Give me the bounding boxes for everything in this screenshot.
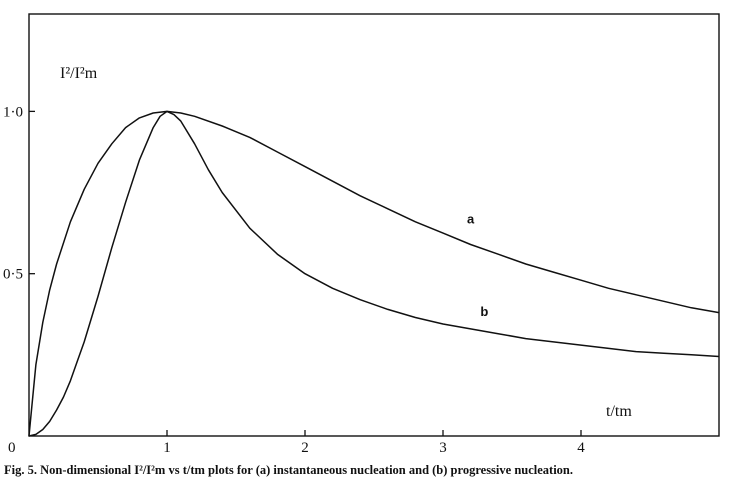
series-line-b: [28, 110, 720, 437]
x-tick-label: 2: [301, 440, 309, 456]
plot-frame: [28, 13, 720, 437]
series-line-a: [28, 110, 720, 437]
x-tick-label: 1: [163, 440, 171, 456]
series-label-b: b: [480, 304, 488, 319]
series-group: [28, 110, 720, 437]
x-tick-label: 4: [577, 440, 585, 456]
x-tick-label: 0: [8, 440, 16, 456]
x-tick-label: 3: [439, 440, 447, 456]
figure-caption: Fig. 5. Non-dimensional I²/I²m vs t/tm p…: [4, 463, 574, 477]
series-label-a: a: [467, 211, 475, 226]
y-tick-label: 0·5: [3, 267, 23, 283]
series-label-group: ab: [467, 211, 488, 319]
tick-group: [29, 110, 582, 436]
y-axis-label: I²/I²m: [60, 65, 98, 82]
y-tick-label: 1·0: [3, 104, 23, 120]
tick-label-group: 0 1 2 3 4 0·5 1·0: [3, 104, 585, 456]
x-axis-label: t/tm: [606, 403, 632, 420]
